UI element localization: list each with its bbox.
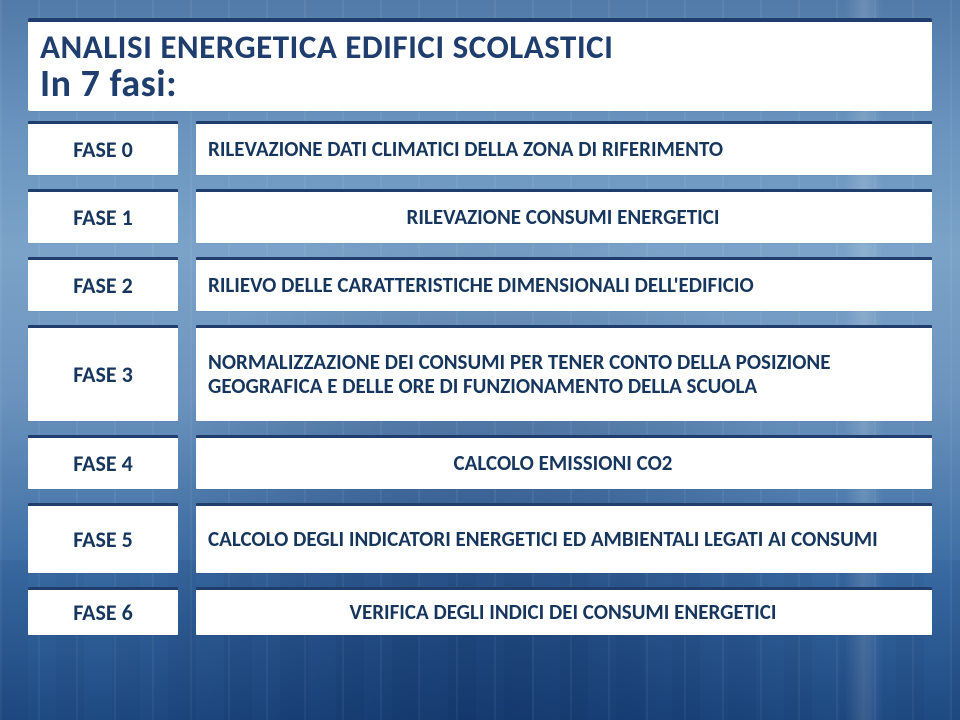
title-line2: In 7 fasi: (40, 65, 922, 105)
phase-grid: FASE 0 RILEVAZIONE DATI CLIMATICI DELLA Z… (28, 121, 932, 635)
phase-label: FASE 6 (28, 587, 178, 635)
phase-label: FASE 2 (28, 257, 178, 311)
phase-description: RILEVAZIONE DATI CLIMATICI DELLA ZONA DI… (196, 121, 932, 175)
phase-description: RILIEVO DELLE CARATTERISTICHE DIMENSIONA… (196, 257, 932, 311)
phase-label: FASE 5 (28, 503, 178, 573)
phase-label: FASE 4 (28, 435, 178, 489)
phase-label: FASE 0 (28, 121, 178, 175)
phase-description: RILEVAZIONE CONSUMI ENERGETICI (196, 189, 932, 243)
phase-label: FASE 1 (28, 189, 178, 243)
title-line1: ANALISI ENERGETICA EDIFICI SCOLASTICI (40, 30, 922, 65)
slide: ANALISI ENERGETICA EDIFICI SCOLASTICI In… (0, 0, 960, 720)
phase-description: NORMALIZZAZIONE DEI CONSUMI PER TENER CO… (196, 325, 932, 421)
title: ANALISI ENERGETICA EDIFICI SCOLASTICI In… (40, 30, 922, 105)
phase-description: VERIFICA DEGLI INDICI DEI CONSUMI ENERGE… (196, 587, 932, 635)
phase-description: CALCOLO EMISSIONI CO2 (196, 435, 932, 489)
phase-label: FASE 3 (28, 325, 178, 421)
phase-description: CALCOLO DEGLI INDICATORI ENERGETICI ED A… (196, 503, 932, 573)
title-block: ANALISI ENERGETICA EDIFICI SCOLASTICI In… (28, 18, 932, 111)
